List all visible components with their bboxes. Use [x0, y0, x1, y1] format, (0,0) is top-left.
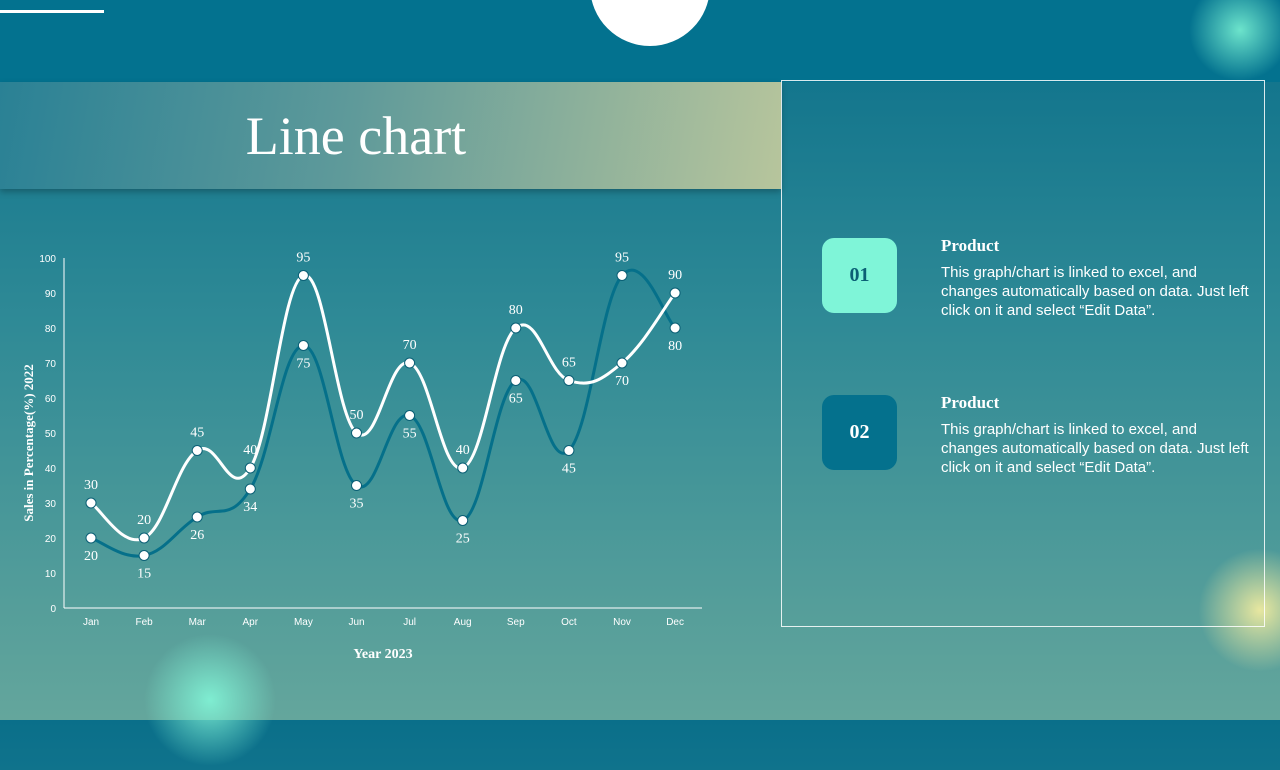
- line-chart: 0 10 20 30 40 50 60 70 80 90 100 Jan Feb Mar Apr May Jun…: [0, 240, 720, 680]
- marker-series-1-oct: [563, 375, 575, 386]
- y-tick-label: 80: [45, 324, 57, 335]
- marker-series-2-jan: [85, 532, 97, 544]
- marker-series-2-jun: [351, 480, 362, 491]
- y-tick-label: 90: [45, 289, 57, 300]
- x-tick-label-oct: Oct: [561, 617, 577, 628]
- data-label-series-2-oct: 45: [562, 462, 576, 477]
- data-label-series-1-nov: 70: [615, 374, 629, 389]
- item-title-01: Product: [941, 236, 1000, 255]
- data-label-series-1-aug: 40: [456, 443, 470, 458]
- data-label-series-1-feb: 20: [137, 513, 151, 528]
- data-label-series-1-jun: 50: [350, 408, 364, 423]
- y-tick-label: 40: [45, 464, 57, 475]
- marker-series-1-dec: [669, 287, 681, 299]
- data-label-series-2-mar: 26: [190, 528, 204, 543]
- data-label-series-2-may: 75: [296, 357, 310, 372]
- y-axis-title: Sales in Percentage(%) 2022: [21, 364, 36, 522]
- data-label-series-1-jan: 30: [84, 478, 98, 493]
- marker-series-2-mar: [191, 511, 203, 523]
- marker-series-1-jul: [404, 357, 416, 369]
- marker-series-1-jan: [85, 497, 97, 509]
- data-label-series-1-sep: 80: [509, 303, 523, 318]
- corner-accent-line: [0, 10, 104, 13]
- x-tick-label-dec: Dec: [666, 617, 684, 628]
- series-line-2: [90, 268, 677, 558]
- y-tick-label: 10: [45, 569, 57, 580]
- item-title-02: Product: [941, 393, 1000, 412]
- data-label-series-2-dec: 80: [668, 339, 682, 354]
- marker-series-2-sep: [510, 375, 522, 386]
- x-tick-label-aug: Aug: [454, 617, 472, 628]
- x-tick-label-mar: Mar: [189, 617, 207, 628]
- data-label-series-2-aug: 25: [456, 532, 470, 547]
- marker-series-2-dec: [669, 322, 681, 334]
- item-number-badge-01: 01: [822, 238, 897, 313]
- x-tick-label-jul: Jul: [403, 617, 416, 628]
- data-label-series-2-jun: 35: [350, 497, 364, 512]
- marker-series-1-sep: [510, 322, 522, 334]
- y-tick-label: 60: [45, 394, 57, 405]
- marker-series-1-nov: [616, 357, 628, 369]
- data-label-series-2-nov: 95: [615, 251, 629, 266]
- marker-series-2-apr: [244, 483, 256, 495]
- line-chart-svg: 0 10 20 30 40 50 60 70 80 90 100 Jan Feb Mar Apr May Jun…: [21, 251, 702, 662]
- marker-series-2-feb: [138, 550, 150, 561]
- y-tick-label: 50: [45, 429, 57, 440]
- marker-series-1-mar: [191, 445, 203, 456]
- x-axis-title: Year 2023: [353, 647, 412, 662]
- x-tick-label-jun: Jun: [348, 617, 364, 628]
- info-panel: 01 Product This graph/chart is linked to…: [781, 80, 1265, 627]
- series-line-1: [90, 273, 677, 542]
- data-label-series-1-apr: 40: [243, 443, 257, 458]
- x-tick-label-may: May: [294, 617, 313, 628]
- y-tick-label: 0: [50, 604, 56, 615]
- data-label-series-2-feb: 15: [137, 567, 151, 582]
- data-label-series-1-oct: 65: [562, 356, 576, 371]
- marker-series-1-apr: [244, 462, 256, 474]
- x-tick-label-nov: Nov: [613, 617, 631, 628]
- data-label-series-1-dec: 90: [668, 268, 682, 283]
- title-band: Line chart: [0, 82, 781, 189]
- x-tick-label-jan: Jan: [83, 617, 99, 628]
- marker-series-1-aug: [457, 462, 469, 474]
- data-label-series-2-jul: 55: [403, 427, 417, 442]
- y-tick-label: 20: [45, 534, 57, 545]
- marker-series-2-aug: [457, 515, 469, 526]
- data-label-series-2-jan: 20: [84, 549, 98, 564]
- data-label-series-1-jul: 70: [403, 338, 417, 353]
- marker-series-1-feb: [138, 532, 150, 544]
- item-description-02: This graph/chart is linked to excel, and…: [941, 421, 1249, 476]
- slide-title: Line chart: [245, 105, 467, 166]
- marker-series-2-jul: [404, 410, 416, 421]
- data-label-series-2-sep: 65: [509, 392, 523, 407]
- data-label-series-1-mar: 45: [190, 426, 204, 441]
- x-tick-label-apr: Apr: [243, 617, 259, 628]
- data-label-series-2-apr: 34: [243, 500, 257, 515]
- y-tick-label: 30: [45, 499, 57, 510]
- marker-series-1-may: [297, 270, 309, 281]
- data-label-series-1-may: 95: [296, 251, 310, 266]
- y-tick-label: 100: [39, 254, 56, 265]
- x-tick-label-feb: Feb: [135, 617, 153, 628]
- marker-series-2-may: [297, 340, 309, 351]
- item-number-badge-02: 02: [822, 395, 897, 470]
- marker-series-1-jun: [351, 427, 362, 439]
- item-description-01: This graph/chart is linked to excel, and…: [941, 264, 1249, 319]
- y-tick-label: 70: [45, 359, 57, 370]
- marker-series-2-nov: [616, 270, 628, 281]
- x-tick-label-sep: Sep: [507, 617, 525, 628]
- marker-series-2-oct: [563, 445, 575, 456]
